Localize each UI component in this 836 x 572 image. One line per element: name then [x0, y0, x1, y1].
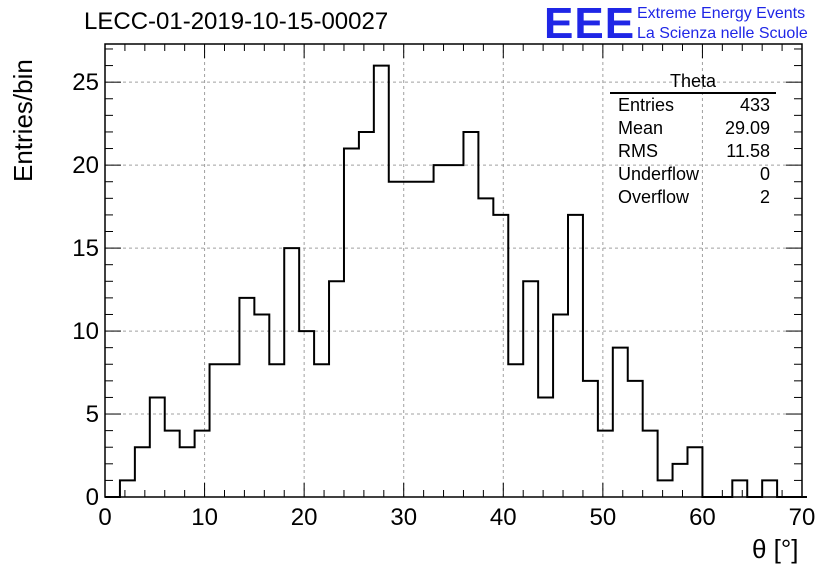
stats-label: Underflow: [618, 164, 700, 184]
x-tick-label: 60: [689, 504, 716, 531]
x-tick-label: 10: [191, 504, 218, 531]
stats-row: Underflow 0: [610, 163, 776, 186]
stats-value: 2: [759, 187, 770, 207]
stats-value: 29.09: [724, 118, 770, 138]
eee-logo: EEE: [544, 0, 636, 48]
x-tick-label: 0: [98, 504, 111, 531]
x-axis-label: θ [°]: [752, 534, 799, 564]
y-tick-label: 5: [86, 401, 99, 428]
y-axis-label: Entries/bin: [8, 59, 38, 182]
logo-caption-line1: Extreme Energy Events: [637, 5, 806, 22]
stats-value: 0: [759, 164, 770, 184]
stats-row: RMS 11.58: [610, 140, 776, 163]
stats-row: Mean 29.09: [610, 117, 776, 140]
stats-label: RMS: [618, 141, 658, 161]
x-tick-label: 20: [291, 504, 318, 531]
x-tick-label: 40: [490, 504, 517, 531]
y-tick-label: 10: [72, 318, 99, 345]
chart-title: LECC-01-2019-10-15-00027: [84, 8, 389, 35]
plot-frame: [104, 43, 803, 498]
stats-row: Entries 433: [610, 94, 776, 117]
stats-value: 433: [739, 95, 770, 115]
stats-label: Mean: [618, 118, 664, 138]
x-tick-label: 70: [789, 504, 816, 531]
stats-row: Overflow 2: [610, 186, 776, 209]
x-tick-label: 50: [590, 504, 617, 531]
y-tick-label: 0: [86, 484, 99, 511]
stats-label: Overflow: [618, 187, 690, 207]
logo-caption: Extreme Energy Events La Scienza nelle S…: [637, 4, 808, 44]
stats-value: 11.58: [726, 141, 770, 161]
logo-caption-line2: La Scienza nelle Scuole: [637, 25, 808, 42]
y-tick-label: 20: [72, 152, 99, 179]
stats-box: Theta Entries 433 Mean 29.09 RMS 11.58 Unde…: [610, 70, 776, 209]
histogram-series: [105, 64, 807, 498]
stats-label: Entries: [618, 95, 675, 115]
y-tick-label: 15: [72, 235, 99, 262]
stats-title: Theta: [610, 70, 776, 94]
y-tick-label: 25: [72, 69, 99, 96]
x-tick-label: 30: [390, 504, 417, 531]
